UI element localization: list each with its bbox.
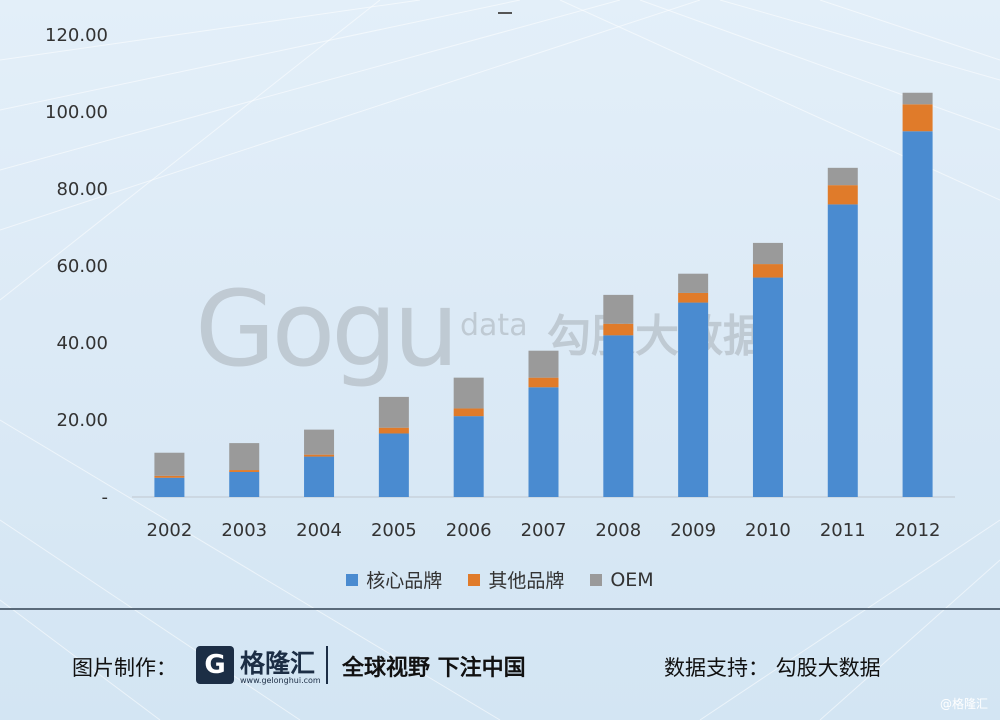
watermark-data-text: data [460,308,528,343]
bar-segment-other-2003 [229,470,260,472]
corner-watermark: @格隆汇 [939,697,988,711]
x-tick-label: 2012 [895,520,941,541]
x-tick-label: 2011 [820,520,866,541]
bar-segment-other-2005 [378,427,409,434]
x-axis: 2002 2003 2004 2005 2006 2007 2008 2009 2010 2011… [147,520,941,541]
bar-segment-core-2005 [378,433,409,497]
legend-swatch-other [468,573,481,586]
bar-segment-oem-2009 [678,273,709,293]
bar-segment-other-2004 [304,454,335,457]
x-tick-label: 2005 [371,520,417,541]
bar-segment-oem-2006 [453,377,484,409]
footer: 图片制作： G 格隆汇 www.gelonghui.com 全球视野 下注中国 … [0,640,1000,700]
bar-segment-oem-2005 [378,396,409,428]
slogan: 全球视野 下注中国 [342,656,526,681]
x-tick-label: 2003 [221,520,267,541]
legend-item-core: 核心品牌 [346,566,442,593]
footer-divider [0,608,1000,610]
bar-segment-core-2010 [752,277,783,497]
bar-segment-other-2009 [678,292,709,303]
legend: 核心品牌 其他品牌 OEM [0,566,1000,593]
x-tick-label: 2004 [296,520,342,541]
bar-segment-other-2008 [603,323,634,336]
bar-segment-other-2010 [752,264,783,278]
bar-segment-core-2009 [678,302,709,497]
bar-segment-core-2003 [229,471,260,497]
y-tick-label: 20.00 [56,410,108,431]
y-tick-label: 40.00 [56,333,108,354]
made-by-label: 图片制作： [72,656,177,680]
y-tick-label: 100.00 [45,102,108,123]
brand-logo-icon: G [196,646,234,684]
x-tick-label: 2002 [147,520,193,541]
bar-segment-oem-2004 [304,429,335,455]
brand-url: www.gelonghui.com [240,676,321,685]
bar-segment-oem-2008 [603,294,634,324]
legend-item-other: 其他品牌 [468,566,564,593]
x-tick-label: 2006 [446,520,492,541]
watermark: Gogu data 勾股大数据 [195,268,795,390]
y-tick-label: 80.00 [56,179,108,200]
y-tick-label: 60.00 [56,256,108,277]
bar-segment-core-2007 [528,387,559,497]
x-tick-label: 2010 [745,520,791,541]
y-tick-label: 120.00 [45,25,108,46]
x-tick-label: 2007 [521,520,567,541]
legend-swatch-core [346,573,359,586]
bar-segment-oem-2007 [528,350,559,378]
bar-segment-core-2012 [902,131,933,497]
bar-segment-oem-2002 [154,452,185,476]
bar-segment-other-2012 [902,104,933,132]
bar-segment-other-2011 [827,185,858,205]
bar-segment-core-2011 [827,204,858,497]
bar-segment-oem-2003 [229,443,260,471]
bar-segment-oem-2011 [827,167,858,186]
legend-label-oem: OEM [610,568,654,591]
data-support-label: 数据支持： 勾股大数据 [664,656,881,680]
x-tick-label: 2009 [670,520,716,541]
legend-swatch-oem [590,573,603,586]
bar-segment-core-2008 [603,335,634,497]
bars [154,92,933,497]
bar-segment-core-2004 [304,456,335,497]
y-tick-label: - [102,487,109,508]
top-dash [498,12,512,14]
legend-label-other: 其他品牌 [488,570,565,592]
watermark-brand: 勾股大数据 [547,311,767,362]
bar-segment-other-2002 [154,475,185,478]
brand-name: 格隆汇 [240,649,316,678]
legend-item-oem: OEM [590,566,654,593]
legend-label-core: 核心品牌 [366,570,443,592]
y-axis: - 20.00 40.00 60.00 80.00 100.00 120.00 [45,25,108,508]
bar-segment-core-2006 [453,416,484,497]
bar-segment-oem-2012 [902,92,933,105]
watermark-logo: Gogu [195,268,459,390]
x-tick-label: 2008 [595,520,641,541]
brand-separator [326,646,328,684]
bar-segment-other-2007 [528,377,559,388]
bar-segment-oem-2010 [752,242,783,265]
bar-segment-other-2006 [453,408,484,417]
bar-segment-core-2002 [154,477,185,497]
